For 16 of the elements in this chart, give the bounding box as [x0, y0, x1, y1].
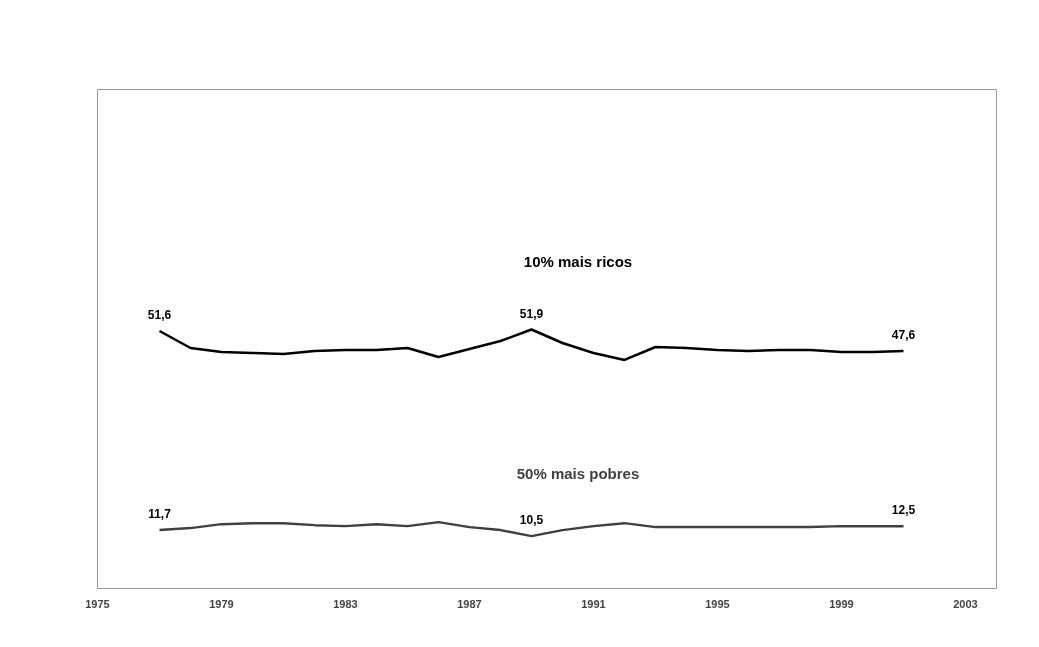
text: 10% mais ricos — [523, 252, 633, 270]
x-tick-label: 1987 — [457, 597, 482, 610]
x-tick-label: 1991 — [581, 597, 606, 610]
data-label: 51,6 — [147, 308, 172, 323]
x-tick-label: 1983 — [333, 597, 358, 610]
x-tick-label: 1995 — [705, 597, 730, 610]
x-tick-label: 2003 — [953, 597, 978, 610]
data-label: 11,7 — [148, 507, 172, 522]
data-label: 12,5 — [891, 503, 916, 518]
text: 50% mais pobres — [516, 465, 640, 483]
data-label: 47,6 — [891, 327, 916, 342]
x-tick-label: 1975 — [85, 597, 110, 610]
x-tick-label: 1979 — [209, 597, 234, 610]
x-tick-label: 1999 — [829, 597, 854, 610]
data-label: 51,9 — [519, 306, 544, 321]
data-label: 10,5 — [519, 513, 544, 528]
